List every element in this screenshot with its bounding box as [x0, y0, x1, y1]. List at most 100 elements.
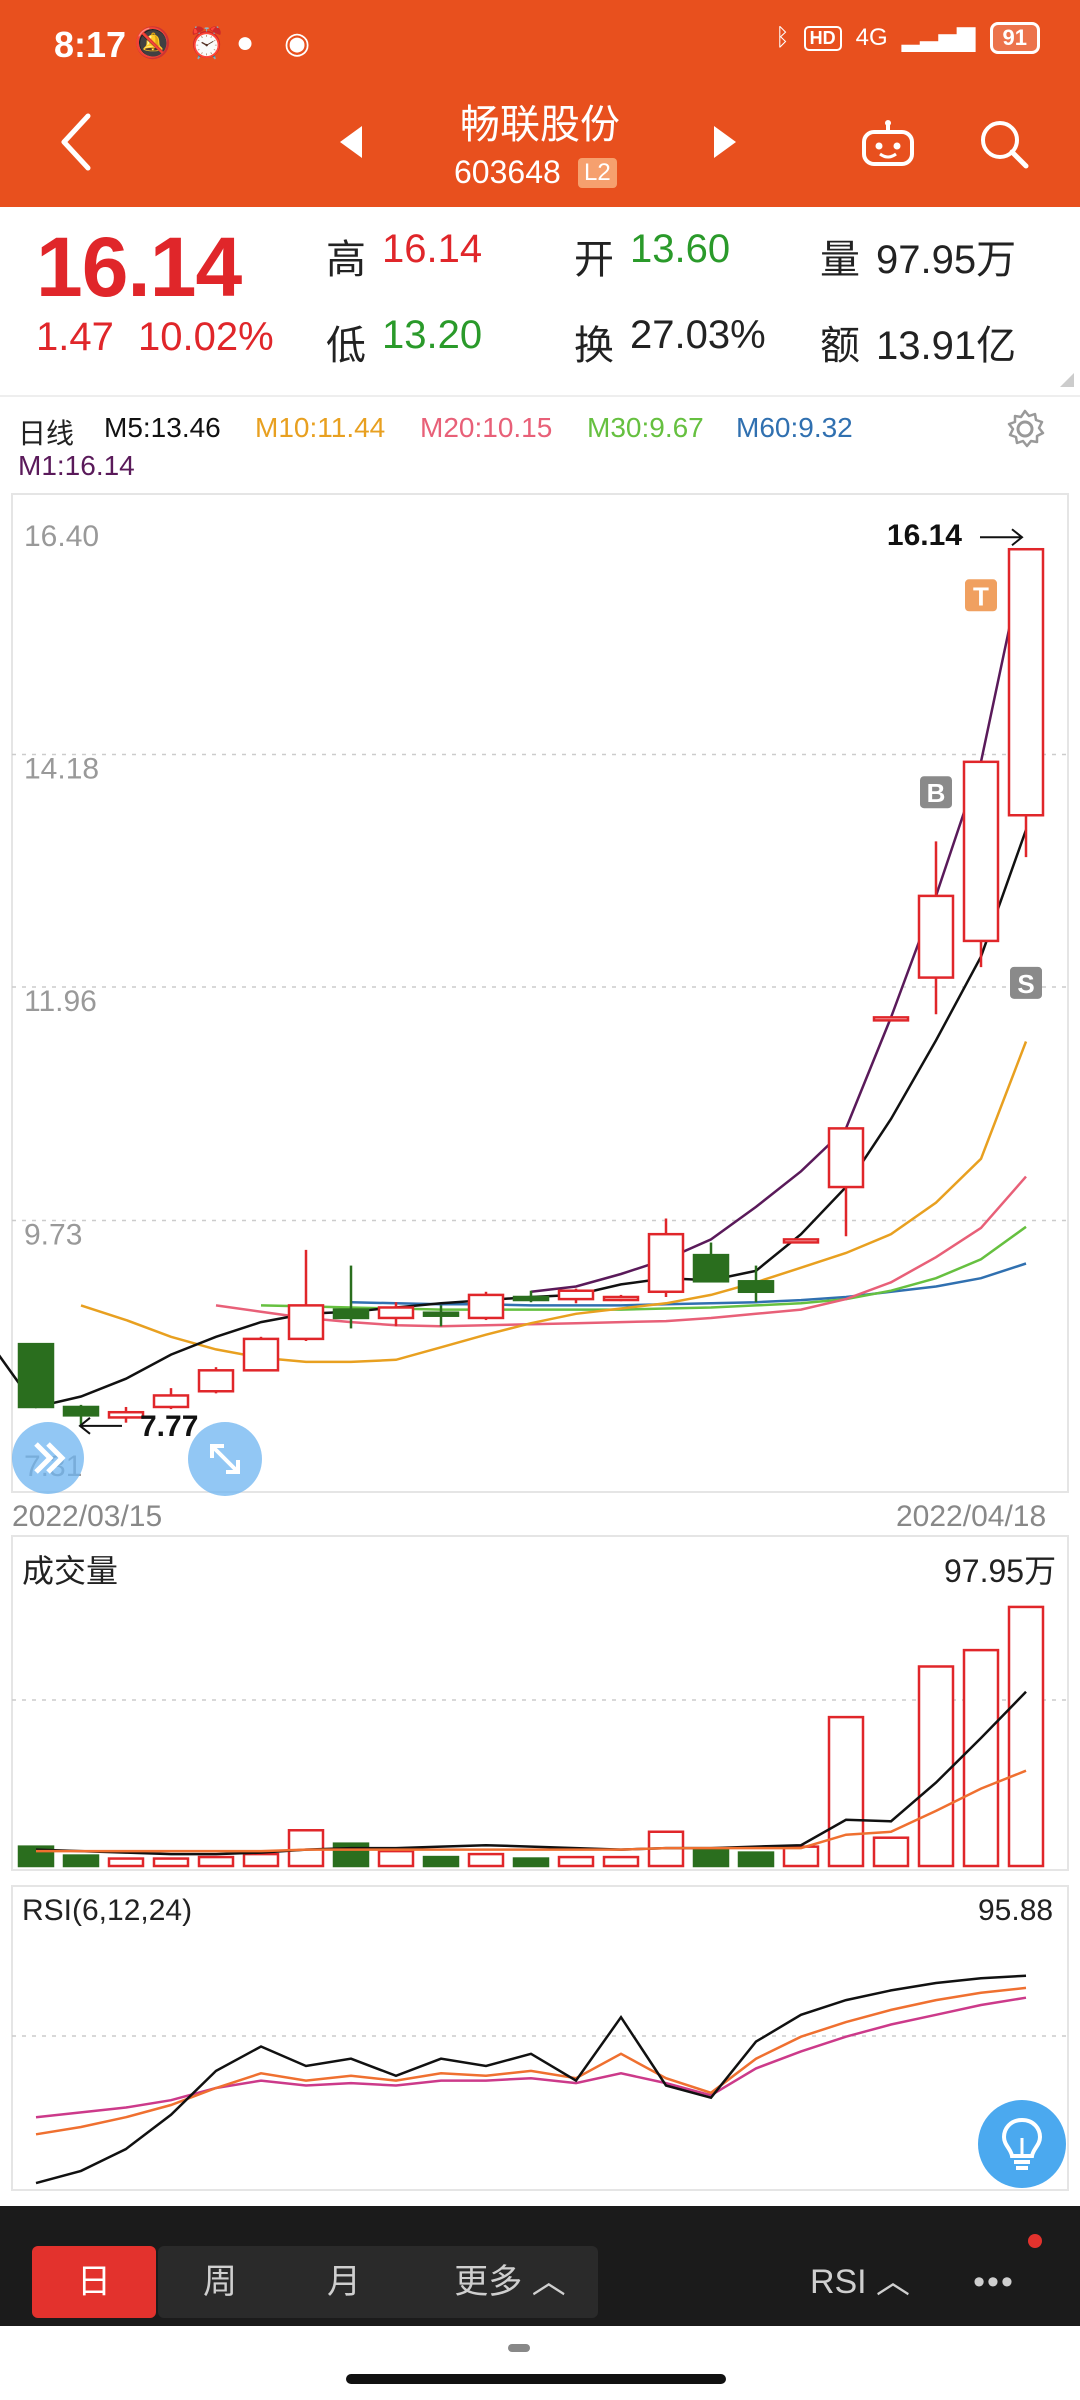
volume-bar: [287, 1829, 325, 1868]
signal-label: S: [1017, 969, 1034, 999]
candle-body: [917, 894, 955, 979]
rsi-line-rsi24: [35, 1996, 1027, 2119]
volume-bar: [1007, 1605, 1045, 1868]
price-change: 1.47: [36, 315, 114, 359]
ma-line-m20: [215, 1175, 1027, 1328]
legend-m5: M5:13.46: [104, 412, 221, 443]
volume-ma-line: [35, 1690, 1027, 1856]
low-label: 低: [326, 324, 366, 368]
tab-more[interactable]: 更多 ︿: [454, 2263, 566, 2301]
volume-bar: [512, 1857, 550, 1868]
legend-m10: M10:11.44: [255, 412, 386, 443]
rsi-max-label: 95.88: [978, 1894, 1054, 1927]
header-bar: 8:17 🔕 ⏰ ● ◉ ᛒ HD 4G ▂▃▅▇ 91 畅联股份 603648…: [0, 0, 1080, 207]
candle-body: [512, 1295, 550, 1302]
rsi-panel-frame: [11, 1885, 1069, 2191]
expand-icon: [210, 1444, 240, 1474]
page-indicator-active: [550, 2344, 572, 2352]
candle-body: [242, 1337, 280, 1372]
volume-bar: [152, 1857, 190, 1868]
notification-dot: [1028, 2234, 1042, 2248]
expand-corner-icon[interactable]: [1060, 373, 1074, 387]
ma-line-m5: [0, 829, 1028, 1409]
l2-badge[interactable]: L2: [578, 158, 617, 188]
volume-max-label: 97.95万: [944, 1553, 1057, 1589]
volume-bar: [377, 1849, 415, 1868]
min-price-annotation: 7.77: [140, 1410, 198, 1443]
robot-assistant-icon[interactable]: [860, 120, 916, 168]
open-label: 开: [574, 238, 614, 282]
indicator-selector[interactable]: RSI ︿: [809, 2263, 911, 2301]
legend-m1: M1:16.14: [18, 450, 135, 481]
back-icon[interactable]: [58, 112, 98, 172]
signal-icon: ▂▃▅▇: [901, 24, 976, 52]
status-time: 8:17: [54, 24, 127, 65]
candle-body: [107, 1410, 145, 1419]
candle-body: [647, 1232, 685, 1294]
candle-body: [827, 1127, 865, 1189]
battery-icon: 91: [989, 22, 1040, 54]
tips-button[interactable]: [978, 2100, 1066, 2188]
search-icon[interactable]: [978, 118, 1030, 170]
fullscreen-button[interactable]: [188, 1422, 262, 1496]
start-date: 2022/03/15: [12, 1500, 163, 1533]
candle-body: [197, 1369, 235, 1393]
weibo-icon: ●: [236, 26, 255, 59]
tab-month[interactable]: 月: [327, 2263, 361, 2301]
amount-label: 额: [820, 324, 860, 368]
candle-body: [1007, 547, 1045, 817]
price-change-percent: 10.02%: [138, 315, 274, 359]
price-tick-label: 16.40: [24, 520, 99, 553]
prev-stock-icon[interactable]: [340, 126, 362, 158]
tab-week[interactable]: 周: [203, 2263, 237, 2301]
turnover-label: 换: [574, 324, 614, 368]
ma-line-m1: [530, 548, 1028, 1294]
hd-badge: HD: [803, 25, 842, 51]
candle-body: [692, 1253, 730, 1283]
mute-icon: 🔕: [134, 27, 172, 60]
volume-panel-frame: [11, 1535, 1069, 1871]
high-value: 16.14: [382, 227, 483, 271]
rsi-line-rsi6: [35, 1974, 1027, 2185]
volume-bar: [692, 1848, 730, 1868]
current-price: 16.14: [36, 220, 242, 314]
scroll-left-button[interactable]: [12, 1422, 84, 1494]
app-icon: ◉: [284, 27, 311, 60]
candle-body: [17, 1342, 55, 1409]
high-label: 高: [326, 238, 366, 282]
candle-body: [152, 1394, 190, 1409]
candle-body: [737, 1280, 775, 1294]
volume-bar: [557, 1855, 595, 1868]
stock-name: 畅联股份: [460, 103, 620, 147]
volume-value: 97.95万: [876, 238, 1017, 282]
candle-body: [557, 1289, 595, 1301]
tab-day[interactable]: 日: [32, 2246, 156, 2318]
candle-body: [467, 1293, 505, 1320]
volume-bar: [197, 1855, 235, 1868]
status-right: ᛒ HD 4G ▂▃▅▇ 91: [775, 22, 1040, 54]
candle-body: [287, 1304, 325, 1341]
max-arrow-icon: [980, 528, 1024, 547]
rsi-panel-label: RSI(6,12,24): [22, 1894, 193, 1927]
signal-marker: [1010, 966, 1042, 999]
settings-gear-icon[interactable]: [1004, 408, 1046, 450]
legend-m60: M60:9.32: [736, 412, 853, 443]
volume-ma-line: [36, 1769, 1027, 1853]
low-value: 13.20: [382, 313, 483, 357]
turnover-value: 27.03%: [630, 313, 766, 357]
price-panel-frame: [11, 493, 1069, 1493]
more-menu-icon[interactable]: •••: [973, 2263, 1015, 2301]
volume-bar: [602, 1855, 640, 1868]
stock-code: 603648: [454, 154, 561, 190]
double-chevron-icon: [34, 1442, 66, 1474]
network-label: 4G: [855, 24, 888, 51]
home-indicator[interactable]: [346, 2374, 726, 2384]
legend-m20: M20:10.15: [420, 412, 553, 443]
alarm-icon: ⏰: [188, 27, 226, 60]
lightbulb-icon: [1001, 2117, 1043, 2170]
legend-m30: M30:9.67: [587, 412, 704, 443]
candle-body: [782, 1238, 820, 1244]
signal-marker: [965, 579, 997, 612]
next-stock-icon[interactable]: [714, 126, 736, 158]
